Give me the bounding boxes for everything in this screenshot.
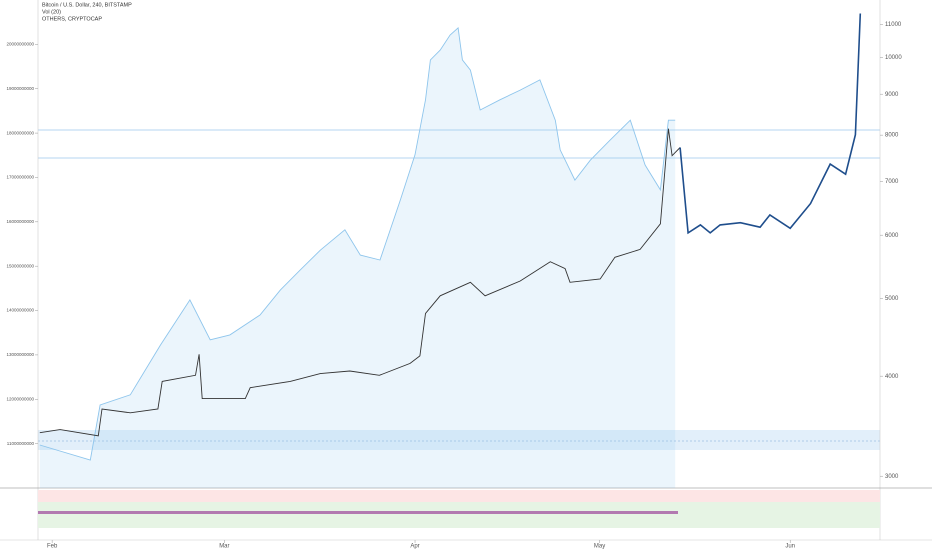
y2-tick-label: 15000000000: [6, 263, 34, 268]
support-zone: [38, 430, 880, 450]
y-tick-label: 6000: [885, 233, 899, 239]
y-tick-label: 9000: [885, 92, 899, 98]
y2-tick-label: 17000000000: [6, 175, 34, 180]
y-tick-label: 8000: [885, 133, 899, 139]
y2-tick-label: 18000000000: [6, 130, 34, 135]
x-tick-label: Feb: [47, 544, 58, 550]
y2-tick-label: 19000000000: [6, 86, 34, 91]
legend-others: OTHERS, CRYPTOCAP: [42, 16, 102, 22]
x-tick-label: Jun: [785, 544, 795, 550]
x-tick-label: May: [594, 544, 605, 550]
oscillator-line: [38, 511, 678, 514]
y2-tick-label: 13000000000: [6, 352, 34, 357]
y2-tick-label: 12000000000: [6, 396, 34, 401]
y-tick-label: 11000: [885, 22, 902, 28]
y2-tick-label: 14000000000: [6, 308, 34, 313]
x-tick-label: Apr: [410, 544, 419, 550]
y-tick-label: 10000: [885, 55, 902, 61]
y-tick-label: 4000: [885, 374, 899, 380]
x-tick-label: Mar: [219, 544, 229, 550]
oscillator-lower-band: [38, 502, 880, 528]
line: [39, 27, 676, 461]
area: [39, 27, 676, 489]
oscillator-upper-band: [38, 490, 880, 502]
plot: [39, 13, 862, 489]
line: [679, 13, 862, 235]
y-tick-label: 5000: [885, 296, 899, 302]
y2-tick-label: 11000000000: [7, 441, 35, 446]
y2-tick-label: 16000000000: [6, 219, 34, 224]
y-tick-label: 7000: [885, 179, 899, 185]
y-tick-label: 3000: [885, 474, 899, 480]
legend-volume: Vol (20): [42, 9, 61, 15]
y2-tick-label: 20000000000: [6, 42, 34, 47]
line: [39, 128, 681, 437]
legend-title: Bitcoin / U.S. Dollar, 240, BITSTAMP: [42, 2, 132, 8]
